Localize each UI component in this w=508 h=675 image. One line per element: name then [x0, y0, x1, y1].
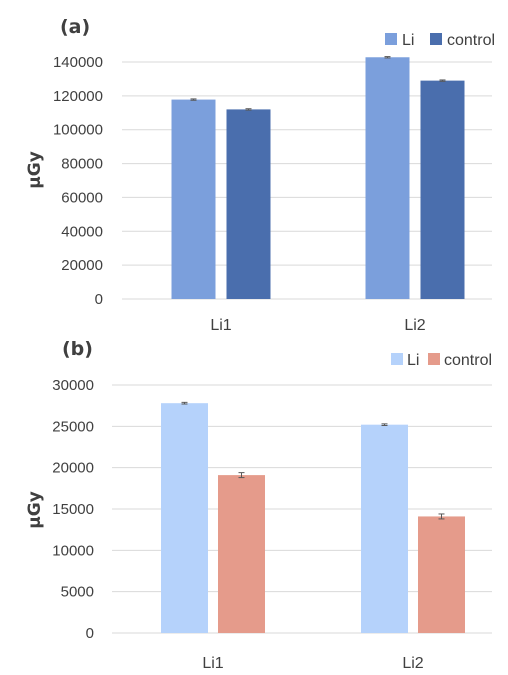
y-tick-label: 100000	[53, 122, 103, 139]
bar-li-li1	[161, 403, 208, 633]
y-axis-label-b: μGy	[25, 491, 45, 529]
y-tick-label: 25000	[52, 418, 94, 435]
y-tick-label: 0	[95, 291, 103, 308]
x-tick-label: Li1	[202, 655, 223, 672]
x-tick-label: Li1	[210, 317, 231, 334]
legend-label-control-a: control	[447, 32, 495, 49]
legend-swatch-control-b	[428, 353, 440, 365]
y-tick-label: 80000	[61, 156, 103, 173]
legend-label-control-b: control	[444, 352, 492, 369]
x-tick-label: Li2	[402, 655, 423, 672]
legend-swatch-li-a	[385, 33, 397, 45]
legend-swatch-li-b	[391, 353, 403, 365]
bar-control-li2	[418, 516, 465, 633]
legend-swatch-control-a	[430, 33, 442, 45]
chart-panel-b: (b) μGy 0 5000 10000 15000 20000 25000 30000 L…	[25, 338, 492, 672]
y-tick-label: 20000	[52, 460, 94, 477]
panel-label-a: (a)	[60, 16, 90, 38]
y-tick-label: 10000	[52, 542, 94, 559]
y-tick-label: 60000	[61, 189, 103, 206]
y-tick-label: 0	[86, 625, 94, 642]
legend-label-li-b: Li	[407, 352, 419, 369]
bar-li-li2	[361, 424, 408, 633]
legend-b: Li control	[391, 352, 492, 369]
y-ticks-a: 0 20000 40000 60000 80000 100000 120000 140000	[53, 54, 103, 308]
bars-a	[171, 56, 465, 300]
y-ticks-b: 0 5000 10000 15000 20000 25000 30000	[52, 377, 94, 642]
y-tick-label: 140000	[53, 54, 103, 71]
y-tick-label: 40000	[61, 223, 103, 240]
bars-b	[161, 401, 465, 633]
bar-control-li1	[218, 475, 265, 633]
legend-a: Li control	[385, 32, 495, 49]
y-tick-label: 15000	[52, 501, 94, 518]
x-tick-label: Li2	[404, 317, 425, 334]
x-tick-labels-a: Li1 Li2	[210, 317, 425, 334]
legend-label-li-a: Li	[402, 32, 414, 49]
y-tick-label: 20000	[61, 257, 103, 274]
y-axis-label-a: μGy	[25, 151, 45, 189]
chart-panel-a: (a) μGy 0 20000 40000 60000 80000 100000 12000…	[25, 16, 495, 334]
panel-label-b: (b)	[62, 338, 93, 360]
x-tick-labels-b: Li1 Li2	[202, 655, 423, 672]
y-tick-label: 30000	[52, 377, 94, 394]
bar-control-li2	[420, 80, 465, 299]
bar-control-li1	[226, 109, 271, 300]
bar-li-li1	[171, 99, 216, 300]
y-tick-label: 5000	[61, 584, 94, 601]
y-tick-label: 120000	[53, 88, 103, 105]
bar-li-li2	[365, 57, 410, 300]
